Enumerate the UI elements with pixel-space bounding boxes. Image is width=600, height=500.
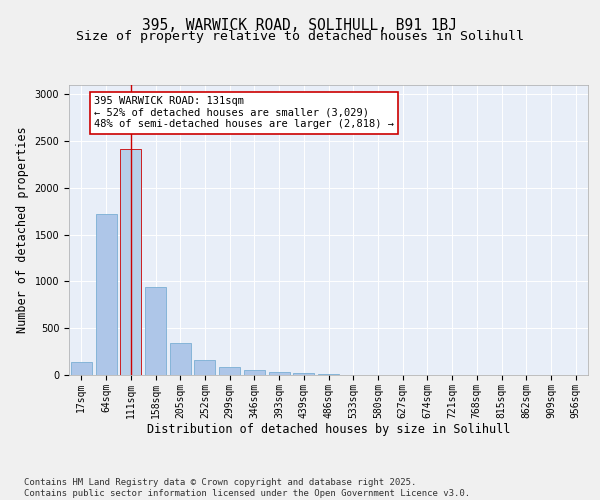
Bar <box>170 343 191 375</box>
Text: Size of property relative to detached houses in Solihull: Size of property relative to detached ho… <box>76 30 524 43</box>
Text: 395 WARWICK ROAD: 131sqm
← 52% of detached houses are smaller (3,029)
48% of sem: 395 WARWICK ROAD: 131sqm ← 52% of detach… <box>94 96 394 130</box>
Bar <box>293 372 314 375</box>
Text: Contains HM Land Registry data © Crown copyright and database right 2025.
Contai: Contains HM Land Registry data © Crown c… <box>24 478 470 498</box>
Bar <box>244 370 265 375</box>
Bar <box>120 148 141 375</box>
Bar <box>194 360 215 375</box>
Text: 395, WARWICK ROAD, SOLIHULL, B91 1BJ: 395, WARWICK ROAD, SOLIHULL, B91 1BJ <box>143 18 458 32</box>
X-axis label: Distribution of detached houses by size in Solihull: Distribution of detached houses by size … <box>147 424 510 436</box>
Bar <box>219 367 240 375</box>
Bar <box>269 372 290 375</box>
Bar <box>95 214 116 375</box>
Bar <box>71 362 92 375</box>
Bar <box>318 374 339 375</box>
Bar <box>145 287 166 375</box>
Y-axis label: Number of detached properties: Number of detached properties <box>16 126 29 334</box>
